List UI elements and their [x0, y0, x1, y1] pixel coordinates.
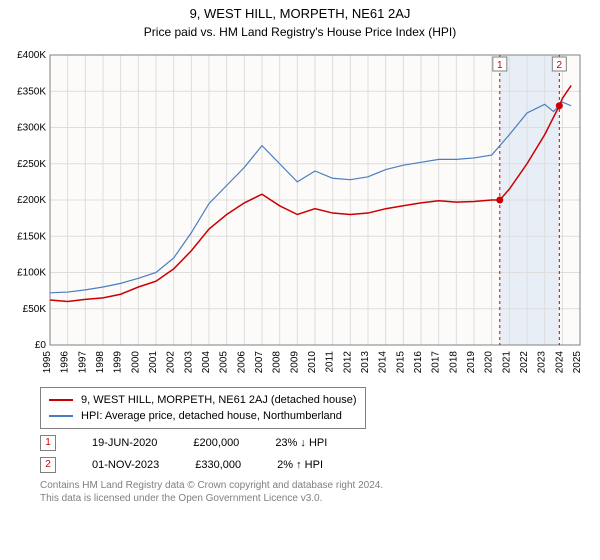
svg-text:1995: 1995	[42, 351, 53, 374]
svg-text:1999: 1999	[113, 351, 124, 374]
marker-delta: 2% ↑ HPI	[277, 459, 323, 471]
svg-text:2008: 2008	[272, 351, 283, 374]
svg-text:2019: 2019	[466, 351, 477, 374]
legend-label: HPI: Average price, detached house, Nort…	[81, 408, 342, 424]
svg-text:2009: 2009	[289, 351, 300, 374]
svg-text:2020: 2020	[484, 351, 495, 374]
legend-swatch	[49, 415, 73, 417]
svg-text:£250K: £250K	[17, 159, 46, 170]
svg-text:£0: £0	[35, 340, 47, 351]
copyright: Contains HM Land Registry data © Crown c…	[40, 479, 590, 505]
svg-text:2016: 2016	[413, 351, 424, 374]
svg-text:2022: 2022	[519, 351, 530, 374]
legend-label: 9, WEST HILL, MORPETH, NE61 2AJ (detache…	[81, 392, 357, 408]
svg-text:2004: 2004	[201, 351, 212, 374]
marker-date: 01-NOV-2023	[92, 459, 159, 471]
marker-price: £330,000	[195, 459, 241, 471]
svg-text:2: 2	[557, 60, 563, 71]
svg-text:£200K: £200K	[17, 195, 46, 206]
marker-delta: 23% ↓ HPI	[275, 437, 327, 449]
svg-text:£300K: £300K	[17, 123, 46, 134]
svg-text:£50K: £50K	[23, 304, 47, 315]
svg-text:1998: 1998	[95, 351, 106, 374]
line-chart: £0 £50K £100K £150K £200K £250K £300K £350K £400…	[0, 45, 600, 385]
svg-text:2021: 2021	[501, 351, 512, 374]
page-subtitle: Price paid vs. HM Land Registry's House …	[0, 25, 600, 39]
svg-text:2007: 2007	[254, 351, 265, 374]
legend-item: 9, WEST HILL, MORPETH, NE61 2AJ (detache…	[49, 392, 357, 408]
svg-text:2023: 2023	[537, 351, 548, 374]
page-title: 9, WEST HILL, MORPETH, NE61 2AJ	[0, 6, 600, 21]
svg-text:2015: 2015	[395, 351, 406, 374]
legend: 9, WEST HILL, MORPETH, NE61 2AJ (detache…	[40, 387, 366, 429]
marker-row: 2 01-NOV-2023 £330,000 2% ↑ HPI	[40, 457, 590, 473]
svg-text:2011: 2011	[325, 351, 336, 373]
svg-text:2014: 2014	[378, 351, 389, 374]
chart-container: £0 £50K £100K £150K £200K £250K £300K £350K £400…	[0, 45, 600, 385]
svg-text:2000: 2000	[130, 351, 141, 374]
svg-text:£350K: £350K	[17, 86, 46, 97]
svg-text:2010: 2010	[307, 351, 318, 374]
marker-date: 19-JUN-2020	[92, 437, 157, 449]
svg-text:1996: 1996	[60, 351, 71, 374]
svg-text:1: 1	[497, 60, 503, 71]
marker-price: £200,000	[193, 437, 239, 449]
svg-text:2025: 2025	[572, 351, 583, 374]
copyright-line1: Contains HM Land Registry data © Crown c…	[40, 479, 590, 492]
legend-item: HPI: Average price, detached house, Nort…	[49, 408, 357, 424]
marker-id-box: 1	[40, 435, 56, 451]
svg-text:2012: 2012	[342, 351, 353, 374]
svg-text:2017: 2017	[431, 351, 442, 374]
svg-text:£100K: £100K	[17, 268, 46, 279]
svg-text:2013: 2013	[360, 351, 371, 374]
legend-swatch	[49, 399, 73, 401]
svg-text:2006: 2006	[236, 351, 247, 374]
copyright-line2: This data is licensed under the Open Gov…	[40, 492, 590, 505]
svg-text:2003: 2003	[183, 351, 194, 374]
svg-text:1997: 1997	[77, 351, 88, 374]
marker-row: 1 19-JUN-2020 £200,000 23% ↓ HPI	[40, 435, 590, 451]
svg-text:£150K: £150K	[17, 231, 46, 242]
svg-text:£400K: £400K	[17, 50, 46, 61]
svg-text:2018: 2018	[448, 351, 459, 374]
svg-text:2001: 2001	[148, 351, 159, 374]
svg-text:2024: 2024	[554, 351, 565, 374]
marker-table: 1 19-JUN-2020 £200,000 23% ↓ HPI 2 01-NOV-202…	[40, 435, 590, 473]
marker-id-box: 2	[40, 457, 56, 473]
svg-text:2002: 2002	[166, 351, 177, 374]
svg-text:2005: 2005	[219, 351, 230, 374]
